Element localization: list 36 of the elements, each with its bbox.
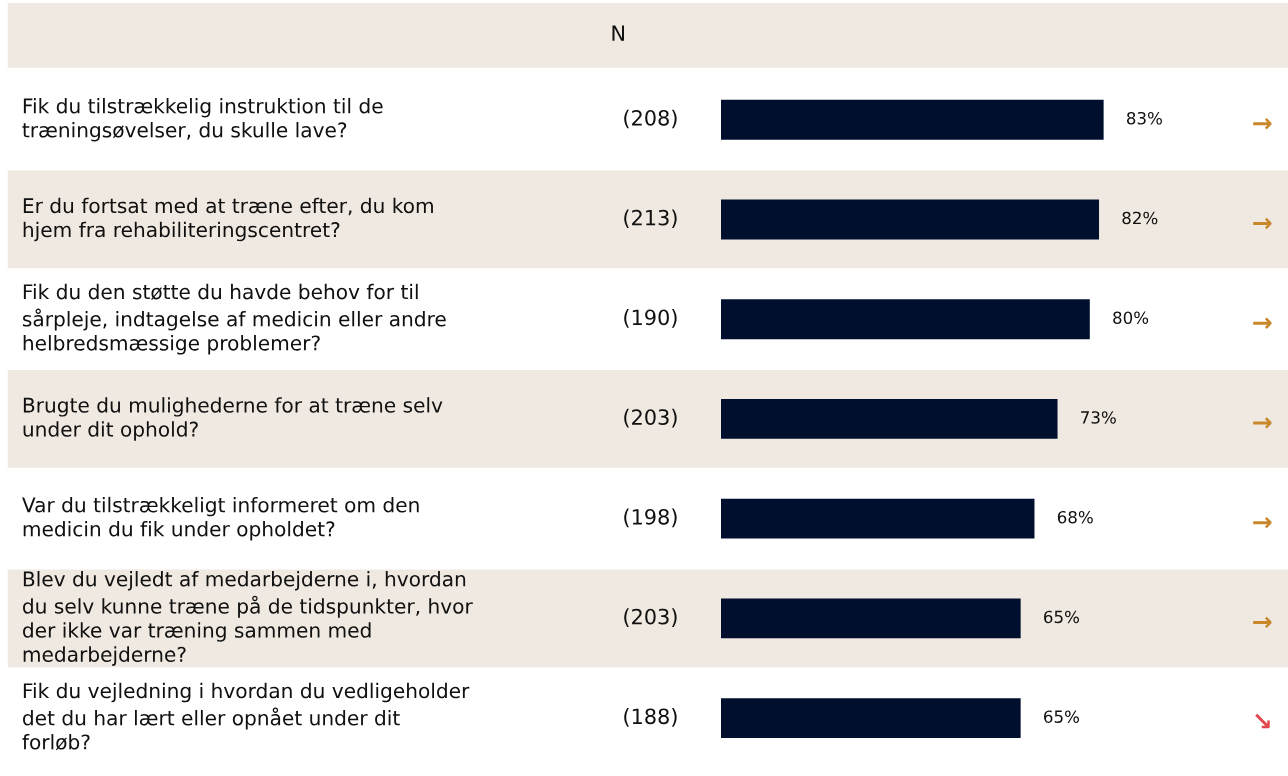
text: → (1253, 217, 1272, 230)
data-label: 65% (1044, 610, 1079, 624)
data-label: 80% (1113, 311, 1149, 325)
data-label: 68% (1057, 510, 1093, 524)
text: N (612, 25, 624, 41)
bar (721, 698, 1021, 739)
data-label: 73% (1081, 411, 1116, 424)
y-tick-label: Blev du vejledt af medarbejderne i, hvordan du selv kunne træne på de tidspunkter, hvor der ikke var træning sammen med medarbejderne? (23, 570, 473, 666)
y-tick-label: Fik du tilstrækkelig instruktion til de træningsøvelser, du skulle lave? (22, 97, 383, 142)
text: (188) (624, 708, 677, 727)
y-tick-label: Var du tilstrækkeligt informeret om den medicin du fik under opholdet? (22, 496, 419, 541)
text: (198) (624, 508, 677, 528)
text: (190) (624, 309, 677, 328)
y-tick-label: Fik du den støtte du havde behov for til sårpleje, indtagelse af medicin eller andre helbredsmæssige problemer? (22, 283, 446, 355)
text: → (1253, 317, 1272, 329)
y-tick-label: Er du fortsat med at træne efter, du kom hjem fra rehabiliteringscentret? (23, 197, 433, 242)
text: (203) (624, 608, 677, 627)
y-tick-label: Fik du vejledning i hvordan du vedligeholder det du har lært eller opnået under dit forløb? (22, 682, 470, 751)
bar (721, 199, 1100, 240)
data-label: 65% (1044, 710, 1079, 723)
bar (721, 598, 1021, 639)
text: (213) (624, 209, 677, 228)
text: (203) (624, 408, 677, 428)
text: → (1253, 417, 1272, 429)
bar (721, 99, 1104, 140)
data-label: 82% (1122, 211, 1158, 225)
bar (721, 398, 1058, 439)
text: → (1253, 517, 1272, 529)
bar (721, 498, 1035, 539)
text: → (1253, 118, 1272, 130)
text: → (1253, 616, 1272, 629)
bar (721, 299, 1090, 340)
y-tick-label: Brugte du mulighederne for at træne selv under dit ophold? (23, 397, 443, 441)
text: ↘ (1255, 713, 1270, 729)
text: (208) (624, 109, 677, 129)
data-label: 83% (1126, 111, 1162, 125)
